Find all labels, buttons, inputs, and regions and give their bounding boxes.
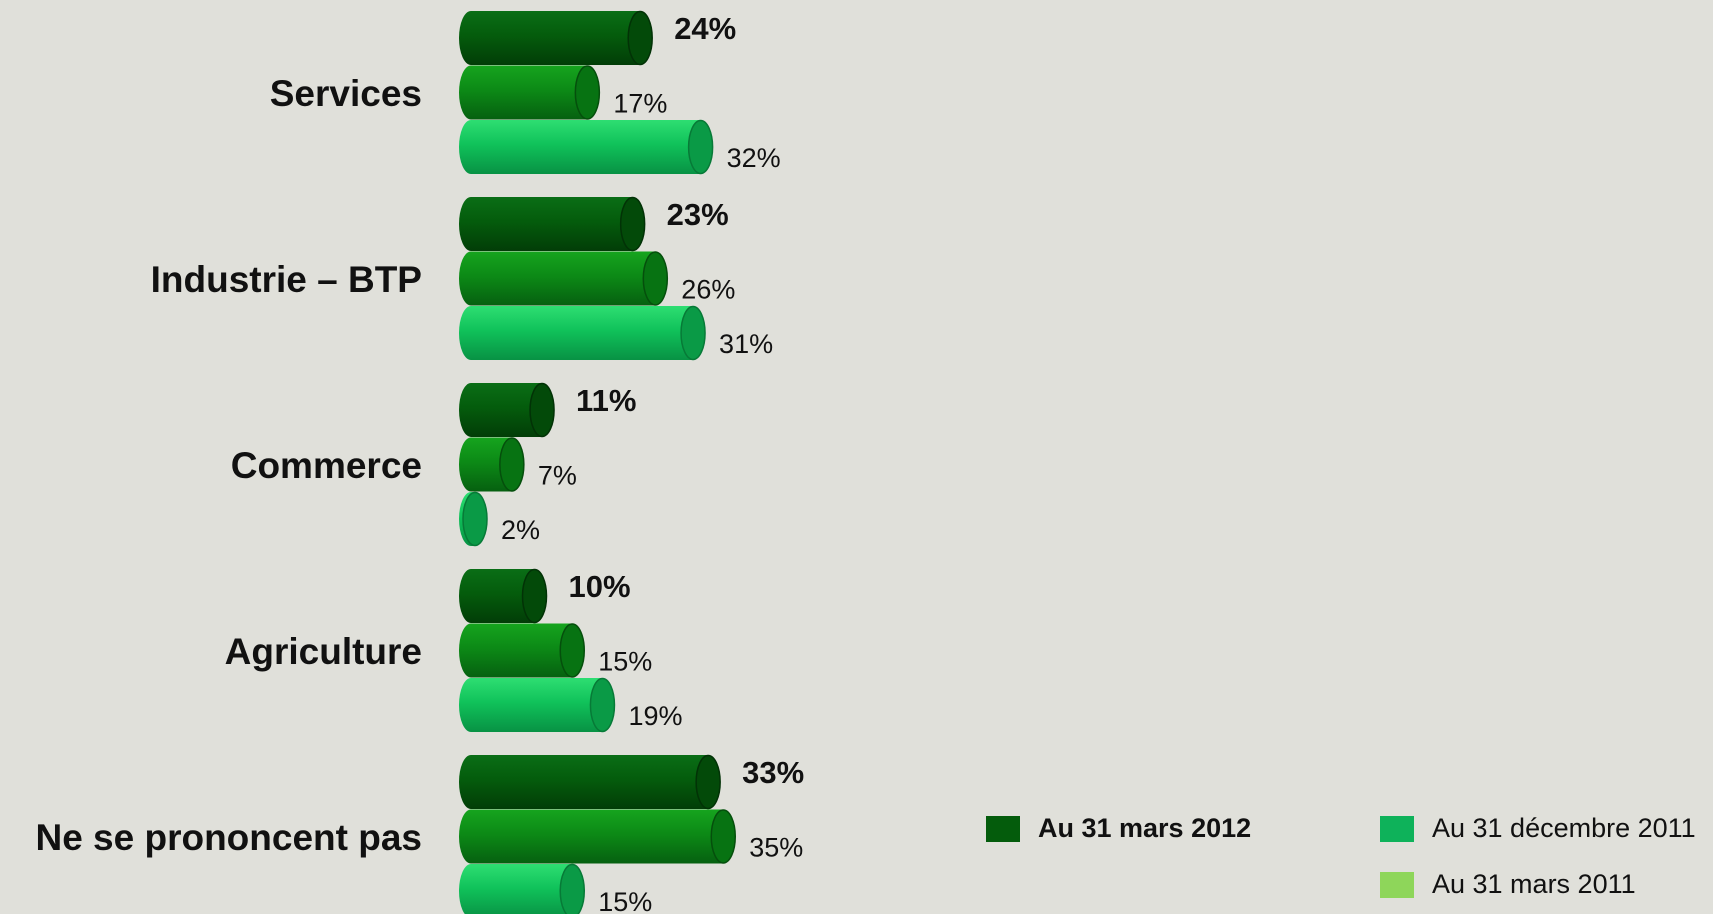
- legend-label: Au 31 mars 2012: [1038, 813, 1252, 843]
- category-label-commerce: Commerce: [231, 445, 422, 486]
- value-label-industrie-btp-series-1: 26%: [681, 275, 735, 305]
- bar-services-series-0: [459, 10, 653, 66]
- category-label-agriculture: Agriculture: [225, 631, 422, 672]
- legend-label: Au 31 décembre 2011: [1432, 813, 1696, 843]
- value-label-agriculture-series-0: 10%: [569, 569, 631, 604]
- bar-agriculture-series-0: [459, 568, 548, 624]
- bar-commerce-series-1: [459, 437, 525, 492]
- category-label-services: Services: [270, 73, 422, 114]
- value-label-commerce-series-2: 2%: [501, 515, 540, 545]
- legend-swatch: [1380, 871, 1414, 898]
- category-label-industrie-btp: Industrie – BTP: [151, 259, 422, 300]
- category-label-ne-se-prononcent-pas: Ne se prononcent pas: [35, 817, 422, 858]
- bar-agriculture-series-1: [459, 623, 585, 678]
- bar-commerce-series-2: [459, 491, 488, 547]
- value-label-services-series-2: 32%: [727, 143, 781, 173]
- bar-ne-se-prononcent-pas-series-0: [459, 754, 721, 810]
- bar-agriculture-series-2: [459, 677, 616, 733]
- bar-industrie-btp-series-1: [459, 251, 669, 306]
- bar-commerce-series-0: [459, 382, 555, 438]
- bar-ne-se-prononcent-pas-series-2: [459, 863, 585, 914]
- value-label-ne-se-prononcent-pas-series-2: 15%: [598, 887, 652, 914]
- bar-services-series-1: [459, 65, 601, 120]
- legend-label: Au 31 mars 2011: [1432, 869, 1636, 899]
- legend-swatch: [986, 815, 1020, 842]
- legend-item-mar-2012: Au 31 mars 2012: [986, 813, 1251, 844]
- bar-ne-se-prononcent-pas-series-1: [459, 809, 736, 864]
- bar-industrie-btp-series-0: [459, 196, 646, 252]
- value-label-commerce-series-1: 7%: [538, 461, 577, 491]
- value-label-services-series-1: 17%: [613, 89, 667, 119]
- value-label-industrie-btp-series-0: 23%: [667, 197, 729, 232]
- bar-services-series-2: [459, 119, 714, 175]
- value-label-agriculture-series-2: 19%: [628, 701, 682, 731]
- value-label-ne-se-prononcent-pas-series-1: 35%: [749, 833, 803, 863]
- value-label-services-series-0: 24%: [674, 11, 736, 46]
- bar-industrie-btp-series-2: [459, 305, 706, 361]
- legend-swatch: [1380, 815, 1414, 842]
- value-label-agriculture-series-1: 15%: [598, 647, 652, 677]
- value-label-ne-se-prononcent-pas-series-0: 33%: [742, 755, 804, 790]
- value-label-industrie-btp-series-2: 31%: [719, 329, 773, 359]
- legend-item-dec-2011: Au 31 décembre 2011: [1380, 813, 1696, 844]
- legend-item-mar-2011: Au 31 mars 2011: [1380, 869, 1636, 900]
- value-label-commerce-series-0: 11%: [576, 383, 636, 418]
